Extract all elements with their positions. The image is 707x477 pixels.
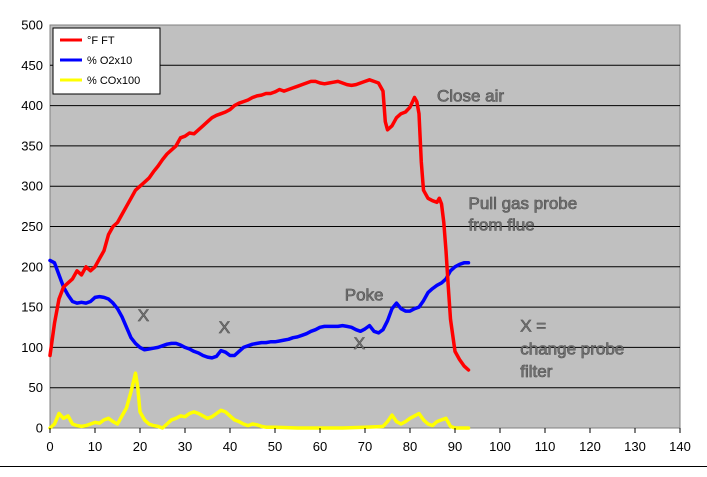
x-tick-label: 20 [133,439,147,454]
x-tick-label: 0 [46,439,53,454]
legend: °F FT % O2x10 % COx100 [52,27,161,95]
y-tick-label: 500 [21,18,43,33]
y-tick-labels: 0 50 100 150 200 250 300 350 400 450 500 [21,18,43,436]
series-layer [48,78,471,430]
annotations: Close air Pull gas probe from flue Poke X X X X… [137,86,624,381]
annotation-text: X = [520,316,546,335]
y-tick-label: 250 [21,219,43,234]
y-tick-label: 50 [29,380,43,395]
x-tick-labels: 0 10 20 30 40 50 60 70 80 90 100 110 120 130 140 [46,428,691,454]
annotation-text: from flue [469,216,535,235]
x-tick-label: 50 [268,439,282,454]
x-tick-label: 140 [669,439,691,454]
series-line-2 [48,371,471,430]
annotation-text: Pull gas probe [469,194,578,213]
y-tick-label: 100 [21,340,43,355]
y-tick-label: 350 [21,138,43,153]
x-tick-label: 30 [178,439,192,454]
x-tick-label: 10 [88,439,102,454]
y-tick-label: 450 [21,58,43,73]
legend-label: °F FT [87,35,115,47]
x-tick-label: 60 [313,439,327,454]
x-tick-label: 40 [223,439,237,454]
y-tick-label: 300 [21,179,43,194]
bottom-rule [0,466,707,467]
x-tick-label: 120 [579,439,601,454]
annotation-text: Poke [345,286,384,305]
x-tick-label: 100 [489,439,511,454]
annotation-text: X [219,318,230,337]
series-line-0 [48,78,471,372]
x-tick-label: 110 [535,439,556,454]
annotation-text: change probe [520,340,624,359]
y-tick-label: 0 [36,421,43,436]
y-tick-label: 150 [21,300,43,315]
x-tick-label: 70 [358,439,372,454]
y-tick-label: 200 [21,259,43,274]
legend-label: % COx100 [87,75,140,87]
series-line-1 [48,258,471,360]
annotation-text: X [354,334,365,353]
x-tick-label: 90 [448,439,462,454]
annotation-text: X [138,306,149,325]
y-tick-label: 400 [21,98,43,113]
x-tick-label: 130 [624,439,646,454]
annotation-text: Close air [437,87,504,106]
annotation-text: filter [520,362,552,381]
x-tick-label: 80 [403,439,417,454]
legend-label: % O2x10 [87,55,132,67]
